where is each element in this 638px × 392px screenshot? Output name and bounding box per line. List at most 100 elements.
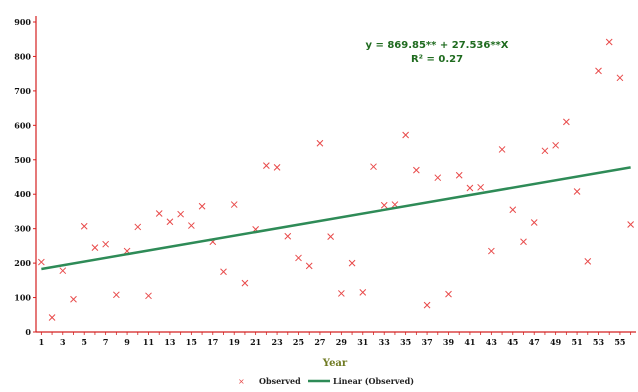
- observed-point-stroke: [263, 162, 270, 169]
- observed-point: [102, 240, 109, 248]
- observed-point: [155, 210, 163, 217]
- observed-point: [423, 301, 431, 309]
- observed-point: [80, 222, 88, 230]
- x-tick-label: 25: [293, 337, 304, 347]
- observed-point: [113, 291, 120, 299]
- x-axis-label: Year: [322, 358, 348, 369]
- y-tick-label: 0: [25, 327, 31, 337]
- x-tick-label: 51: [572, 337, 583, 347]
- observed-point: [595, 67, 602, 75]
- observed-point-stroke: [413, 166, 420, 174]
- observed-point: [605, 38, 613, 46]
- observed-point: [445, 290, 452, 298]
- y-tick-label: 500: [14, 155, 31, 165]
- observed-point-stroke: [605, 38, 613, 46]
- observed-point-stroke: [155, 210, 163, 217]
- observed-point: [38, 258, 45, 266]
- observed-point-stroke: [102, 240, 109, 248]
- observed-point-stroke: [348, 259, 356, 267]
- x-tick-label: 3: [60, 337, 66, 347]
- observed-point-stroke: [455, 171, 463, 179]
- observed-point-stroke: [305, 262, 313, 270]
- observed-point-stroke: [220, 268, 227, 276]
- x-tick-label: 53: [593, 337, 605, 347]
- observed-point: [563, 118, 570, 126]
- y-tick-label: 100: [14, 293, 31, 303]
- observed-point: [198, 202, 206, 210]
- y-tick-label: 200: [14, 258, 31, 268]
- x-tick-label: 33: [379, 337, 391, 347]
- observed-point: [520, 238, 527, 246]
- observed-point: [220, 268, 227, 276]
- observed-point-stroke: [188, 222, 195, 229]
- observed-point: [145, 292, 152, 300]
- observed-point-stroke: [177, 210, 184, 218]
- legend: × Observed Linear (Observed): [238, 376, 414, 386]
- observed-point-stroke: [370, 163, 377, 171]
- x-tick-label: 5: [81, 337, 87, 347]
- legend-observed-label: Observed: [259, 376, 301, 386]
- observed-point-stroke: [466, 184, 474, 192]
- observed-point-stroke: [359, 289, 367, 296]
- observed-point: [552, 141, 559, 149]
- observed-point: [230, 201, 238, 208]
- observed-point: [295, 254, 302, 262]
- linear-trendline: [41, 166, 631, 271]
- observed-point-stroke: [563, 118, 570, 126]
- observed-point-stroke: [520, 238, 527, 246]
- observed-point: [541, 147, 549, 155]
- x-tick-label: 39: [443, 337, 455, 347]
- observed-point: [316, 139, 324, 147]
- x-tick-label: 49: [550, 337, 562, 347]
- observed-point: [263, 162, 270, 169]
- observed-point-stroke: [627, 221, 634, 228]
- observed-point: [530, 219, 538, 226]
- observed-point: [305, 262, 313, 270]
- observed-point-stroke: [273, 164, 281, 171]
- observed-point: [488, 247, 495, 255]
- observed-point-stroke: [616, 74, 624, 82]
- observed-point-stroke: [380, 201, 388, 209]
- observed-point-stroke: [166, 218, 174, 226]
- x-tick-label: 13: [164, 337, 176, 347]
- observed-markers: [38, 38, 634, 321]
- trendline: [41, 166, 631, 271]
- observed-point-stroke: [327, 233, 334, 240]
- observed-point-stroke: [338, 290, 345, 297]
- observed-point-stroke: [59, 267, 67, 275]
- observed-point-stroke: [445, 290, 452, 298]
- observed-point-stroke: [284, 232, 292, 240]
- observed-point-stroke: [198, 202, 206, 210]
- observed-point: [477, 183, 484, 191]
- observed-point-stroke: [552, 141, 559, 149]
- observed-point-stroke: [498, 146, 506, 153]
- observed-point: [48, 314, 56, 321]
- observed-point: [370, 163, 377, 171]
- observed-point: [455, 171, 463, 179]
- observed-point-stroke: [423, 301, 431, 309]
- observed-point-stroke: [134, 223, 142, 231]
- observed-point-stroke: [123, 247, 131, 255]
- observed-point-stroke: [584, 258, 592, 265]
- observed-point: [348, 259, 356, 267]
- observed-point-stroke: [230, 201, 238, 208]
- observed-point-stroke: [316, 139, 324, 147]
- observed-point: [273, 164, 281, 171]
- observed-point: [166, 218, 174, 226]
- observed-point: [509, 206, 517, 214]
- observed-point: [327, 233, 334, 240]
- x-tick-label: 9: [124, 337, 130, 347]
- observed-point: [359, 289, 367, 296]
- x-tick-label: 41: [464, 337, 475, 347]
- y-tick-label: 800: [14, 51, 31, 61]
- x-tick-label: 31: [357, 337, 368, 347]
- x-tick-label: 23: [272, 337, 284, 347]
- observed-point: [188, 222, 195, 229]
- x-tick-label: 27: [314, 337, 325, 347]
- observed-point-stroke: [530, 219, 538, 226]
- observed-point: [70, 295, 77, 303]
- observed-point: [134, 223, 142, 231]
- observed-point: [284, 232, 292, 240]
- x-tick-label: 37: [422, 337, 433, 347]
